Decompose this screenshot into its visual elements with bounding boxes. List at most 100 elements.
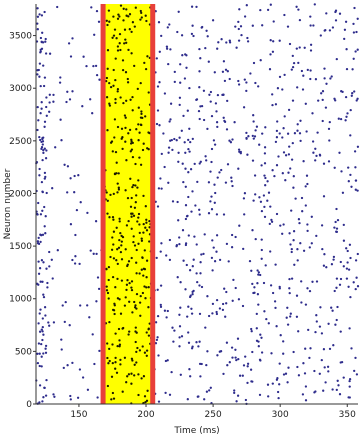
spike-dot (116, 277, 119, 281)
spike-dot (175, 245, 178, 248)
spike-dot (38, 62, 42, 65)
spike-dot (311, 112, 314, 115)
spike-dot (355, 276, 358, 279)
spike-dot (63, 163, 66, 166)
spike-dot (50, 258, 53, 261)
spike-dot (107, 362, 110, 365)
spike-dot (272, 20, 275, 23)
spike-dot (36, 22, 39, 25)
spike-dot (114, 332, 117, 335)
y-tick-label: 3000 (9, 84, 32, 94)
spike-dot (334, 19, 338, 22)
spike-dot (281, 136, 284, 139)
spike-dot (279, 224, 282, 227)
spike-dot (111, 36, 114, 39)
spike-dot (75, 208, 79, 212)
spike-dot (65, 100, 68, 104)
spike-dot (129, 205, 133, 208)
spike-dot (40, 101, 43, 104)
spike-dot (157, 21, 161, 24)
spike-dot (41, 209, 44, 212)
spike-dot (63, 320, 66, 324)
spike-dot (335, 286, 338, 289)
spike-dot (265, 317, 268, 321)
spike-dot (113, 28, 117, 31)
spike-dot (175, 139, 178, 142)
spike-dot (308, 289, 312, 293)
spike-dot (144, 67, 148, 71)
spike-dot (144, 115, 147, 118)
spike-dot (349, 134, 352, 137)
spike-dot (238, 224, 241, 227)
spike-dot (48, 110, 51, 113)
spike-dot (267, 395, 270, 398)
spike-dot (198, 70, 201, 73)
spike-dot (237, 167, 240, 170)
spike-dot (235, 400, 238, 403)
spike-dot (52, 100, 55, 103)
spike-dot (348, 379, 351, 383)
spike-dot (114, 78, 117, 82)
spike-dot (40, 342, 43, 346)
spike-dot (198, 312, 202, 316)
spike-dot (356, 17, 359, 20)
spike-dot (134, 201, 137, 204)
spike-dot (73, 262, 77, 265)
spike-dot (43, 76, 47, 79)
spike-dot (342, 223, 345, 227)
spike-dot (302, 362, 305, 365)
spike-dot (114, 367, 117, 370)
spike-dot (42, 293, 45, 296)
spike-dot (47, 321, 50, 324)
spike-dot (141, 345, 144, 348)
spike-dot (243, 78, 246, 81)
spike-dot (188, 86, 191, 90)
spike-dot (48, 93, 51, 96)
spike-dot (43, 120, 47, 123)
spike-dot (148, 240, 151, 243)
spike-dot (338, 393, 342, 396)
spike-dot (231, 138, 234, 141)
spike-dot (198, 208, 201, 211)
spike-dot (110, 398, 113, 401)
spike-dot (39, 84, 42, 88)
spike-dot (122, 19, 125, 22)
spike-dot (305, 130, 308, 133)
spike-dot (202, 89, 206, 92)
spike-dot (112, 243, 115, 246)
spike-dot (137, 106, 140, 109)
spike-dot (69, 398, 72, 401)
spike-dot (356, 48, 359, 51)
spike-dot (138, 156, 141, 159)
spike-dot (309, 77, 312, 81)
spike-dot (123, 114, 127, 117)
spike-dot (122, 7, 125, 10)
spike-dot (133, 64, 136, 68)
spike-dots (35, 3, 360, 406)
spike-dot (41, 325, 44, 329)
spike-dot (291, 54, 294, 58)
spike-dot (145, 229, 149, 232)
spike-dot (108, 216, 111, 219)
spike-dot (354, 356, 357, 360)
spike-dot (356, 189, 359, 192)
spike-dot (302, 74, 305, 77)
spike-dot (243, 192, 247, 195)
spike-dot (105, 76, 109, 80)
spike-dot (42, 149, 45, 152)
x-tick-label: 350 (339, 410, 356, 420)
spike-dot (295, 315, 299, 318)
spike-dot (255, 125, 259, 128)
spike-dot (156, 205, 160, 208)
spike-dot (88, 316, 91, 319)
spike-dot (107, 9, 111, 12)
spike-dot (345, 48, 348, 51)
spike-dot (107, 278, 110, 282)
spike-dot (159, 177, 162, 180)
spike-dot (247, 135, 250, 138)
spike-dot (112, 257, 116, 260)
spike-dot (177, 160, 180, 163)
spike-dot (39, 138, 42, 142)
spike-dot (115, 226, 118, 229)
spike-dot (139, 314, 142, 317)
